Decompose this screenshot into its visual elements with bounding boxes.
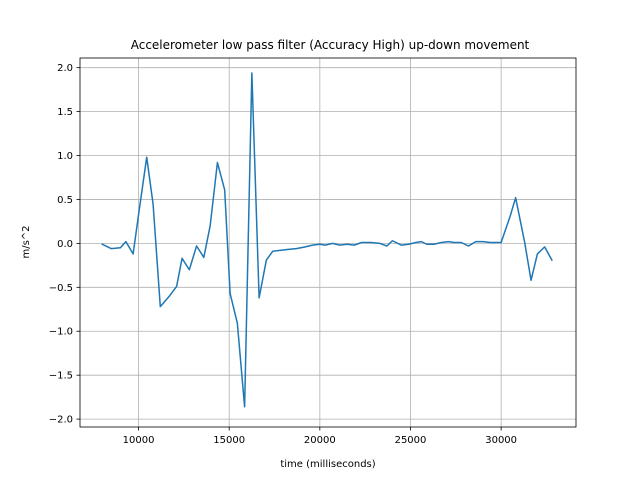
y-axis-label: m/s^2 bbox=[21, 225, 32, 258]
ticks: 10000 15000 20000 25000 30000 2.0 1.5 1.0 0.5 0.0… bbox=[49, 63, 517, 446]
grid bbox=[80, 58, 576, 427]
y-tick-label: 0.5 bbox=[57, 195, 73, 206]
x-tick-label: 20000 bbox=[304, 435, 336, 446]
x-tick-label: 25000 bbox=[395, 435, 427, 446]
y-tick-label: −2.0 bbox=[49, 415, 73, 426]
y-tick-label: −0.5 bbox=[49, 283, 73, 294]
y-tick-label: 2.0 bbox=[57, 63, 73, 74]
y-tick-label: −1.0 bbox=[49, 327, 73, 338]
x-tick-label: 15000 bbox=[213, 435, 245, 446]
y-tick-label: 0.0 bbox=[57, 239, 73, 250]
y-tick-label: −1.5 bbox=[49, 371, 73, 382]
plot-frame bbox=[79, 57, 577, 428]
y-tick-label: 1.5 bbox=[57, 107, 73, 118]
series-layer bbox=[101, 72, 553, 408]
chart-title: Accelerometer low pass filter (Accuracy … bbox=[131, 38, 530, 52]
x-tick-label: 10000 bbox=[123, 435, 155, 446]
x-axis-label: time (milliseconds) bbox=[280, 459, 375, 470]
series-line bbox=[101, 72, 553, 408]
y-tick-label: 1.0 bbox=[57, 151, 73, 162]
x-tick-label: 30000 bbox=[485, 435, 517, 446]
